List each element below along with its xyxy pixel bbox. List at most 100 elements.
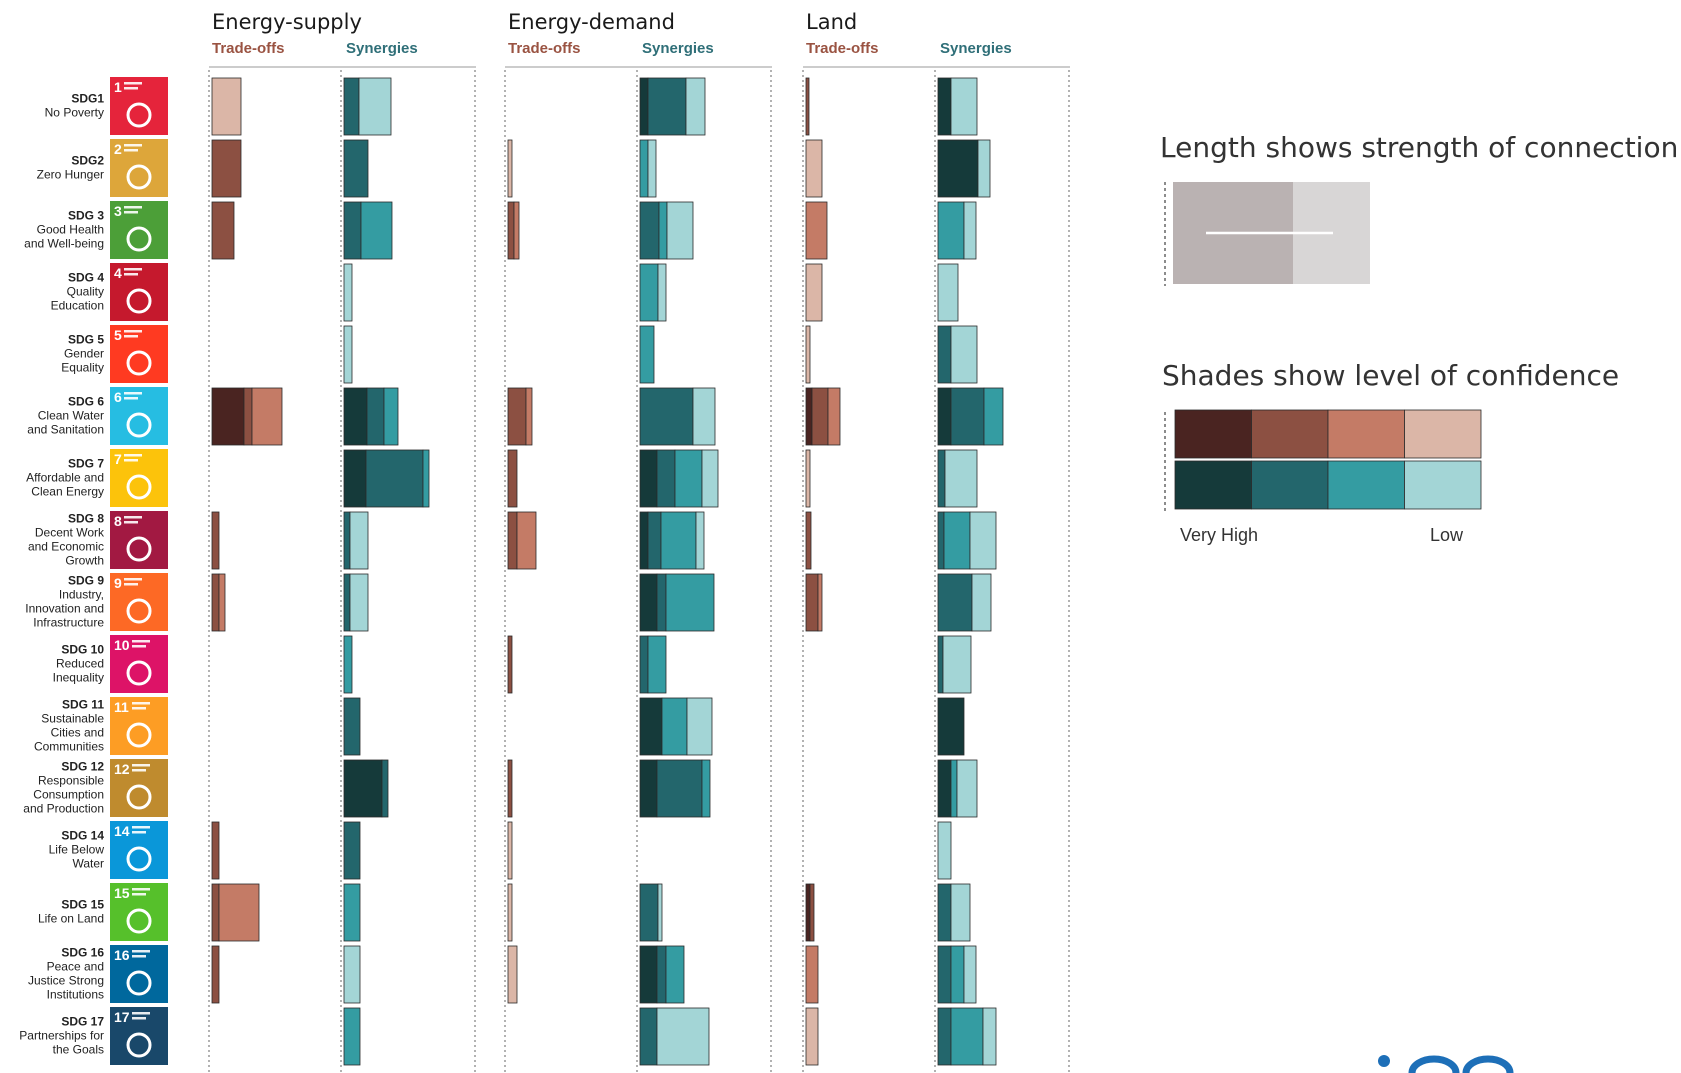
sdg-icon-text-mark — [124, 583, 138, 586]
bar-segment — [343, 821, 361, 880]
synergy-bar — [343, 139, 369, 198]
bar-segment — [507, 139, 513, 198]
sdg-icon-glyph — [126, 846, 152, 872]
tradeoff-bar — [211, 945, 220, 1004]
bar-segment — [809, 883, 815, 942]
sdg-icon-glyph — [126, 970, 152, 996]
legend-synergy-swatch — [1327, 460, 1405, 510]
sdg-code: SDG 14 — [61, 829, 104, 843]
bar-segment — [982, 1007, 997, 1066]
sdg-icon-text-mark — [124, 521, 138, 524]
bar-segment — [513, 201, 520, 260]
sdg-code: SDG2 — [71, 154, 104, 168]
sdg-code: SDG 17 — [61, 1015, 104, 1029]
bar-segment — [211, 77, 242, 136]
bar-segment — [686, 697, 713, 756]
sdg-code: SDG 12 — [61, 760, 104, 774]
tradeoff-bar — [507, 945, 518, 1004]
bar-segment — [507, 883, 513, 942]
sdg-icon-glyph — [126, 908, 152, 934]
sdg-icon-glyph — [126, 288, 152, 314]
legend-low-label: Low — [1430, 525, 1464, 545]
bar-segment — [937, 201, 965, 260]
synergy-bar — [937, 1007, 997, 1066]
synergy-bar — [937, 325, 978, 384]
bar-segment — [422, 449, 430, 508]
bar-segment — [343, 697, 361, 756]
tradeoff-bar — [805, 325, 811, 384]
bar-segment — [656, 449, 676, 508]
legend-very-high-label: Very High — [1180, 525, 1258, 545]
bar-segment — [639, 325, 655, 384]
sdg-name: Gender — [64, 347, 104, 361]
bar-segment — [218, 573, 226, 632]
bar-segment — [937, 1007, 952, 1066]
bar-segment — [937, 139, 979, 198]
bar-segment — [639, 759, 658, 818]
bar-segment — [943, 511, 971, 570]
bar-segment — [639, 77, 649, 136]
synergy-bar — [343, 821, 361, 880]
tradeoff-bar — [507, 821, 513, 880]
bar-segment — [218, 883, 260, 942]
bar-segment — [349, 573, 369, 632]
synergy-bar — [937, 511, 997, 570]
synergy-bar — [343, 325, 353, 384]
legend-synergy-swatch — [1404, 460, 1482, 510]
sdg-icon-number: 16 — [114, 947, 130, 963]
bar-segment — [507, 821, 513, 880]
sdg-name: Responsible — [38, 774, 104, 788]
sdg-icon-text-mark — [124, 268, 142, 271]
synergy-bar — [343, 945, 361, 1004]
bar-segment — [525, 387, 533, 446]
bar-segment — [343, 77, 360, 136]
sdg-name: Zero Hunger — [37, 168, 104, 182]
sdg-icon-text-mark — [124, 392, 142, 395]
bar-segment — [695, 511, 705, 570]
sdg-icon-number: 17 — [114, 1009, 130, 1025]
bar-segment — [805, 139, 823, 198]
bar-segment — [343, 139, 369, 198]
synergy-bar — [343, 573, 369, 632]
sdg-icon-text-mark — [124, 144, 142, 147]
sdg-icon-text-mark — [132, 769, 146, 772]
sdg-icon-number: 11 — [114, 699, 129, 715]
sdg-icon-text-mark — [132, 831, 146, 834]
synergy-bar — [937, 759, 978, 818]
sdg-icon-number: 1 — [114, 79, 122, 95]
synergy-bar — [937, 139, 991, 198]
sdg-icon-text-mark — [124, 335, 138, 338]
sdg-icon-glyph — [126, 102, 152, 128]
sdg-icon-number: 12 — [114, 761, 130, 777]
bar-segment — [383, 387, 399, 446]
legend-tradeoff-swatch — [1251, 409, 1329, 459]
sdg-icon-text-mark — [132, 888, 150, 891]
synergy-bar — [639, 387, 716, 446]
sdg-icon-text-mark — [124, 87, 138, 90]
sdg-icon-number: 7 — [114, 451, 122, 467]
bar-segment — [349, 511, 369, 570]
sdg-name: Quality — [67, 285, 104, 299]
synergy-bar — [937, 449, 978, 508]
bar-segment — [657, 883, 663, 942]
sdg-name: Reduced — [56, 657, 104, 671]
sdg-name: and Sanitation — [27, 423, 104, 437]
sdg-icon-text-mark — [132, 640, 150, 643]
sdg-name: Infrastructure — [33, 616, 104, 630]
sdg-name: Equality — [61, 361, 104, 375]
tradeoff-bar — [805, 449, 811, 508]
sdg-code: SDG1 — [71, 92, 104, 106]
bar-segment — [665, 945, 685, 1004]
sdg-name: Sustainable — [41, 712, 104, 726]
synergy-bar — [937, 697, 965, 756]
bar-segment — [805, 511, 812, 570]
bar-segment — [639, 635, 649, 694]
bar-segment — [343, 573, 351, 632]
bar-segment — [971, 573, 992, 632]
bar-segment — [944, 449, 978, 508]
sdg-icon-text-mark — [124, 397, 138, 400]
